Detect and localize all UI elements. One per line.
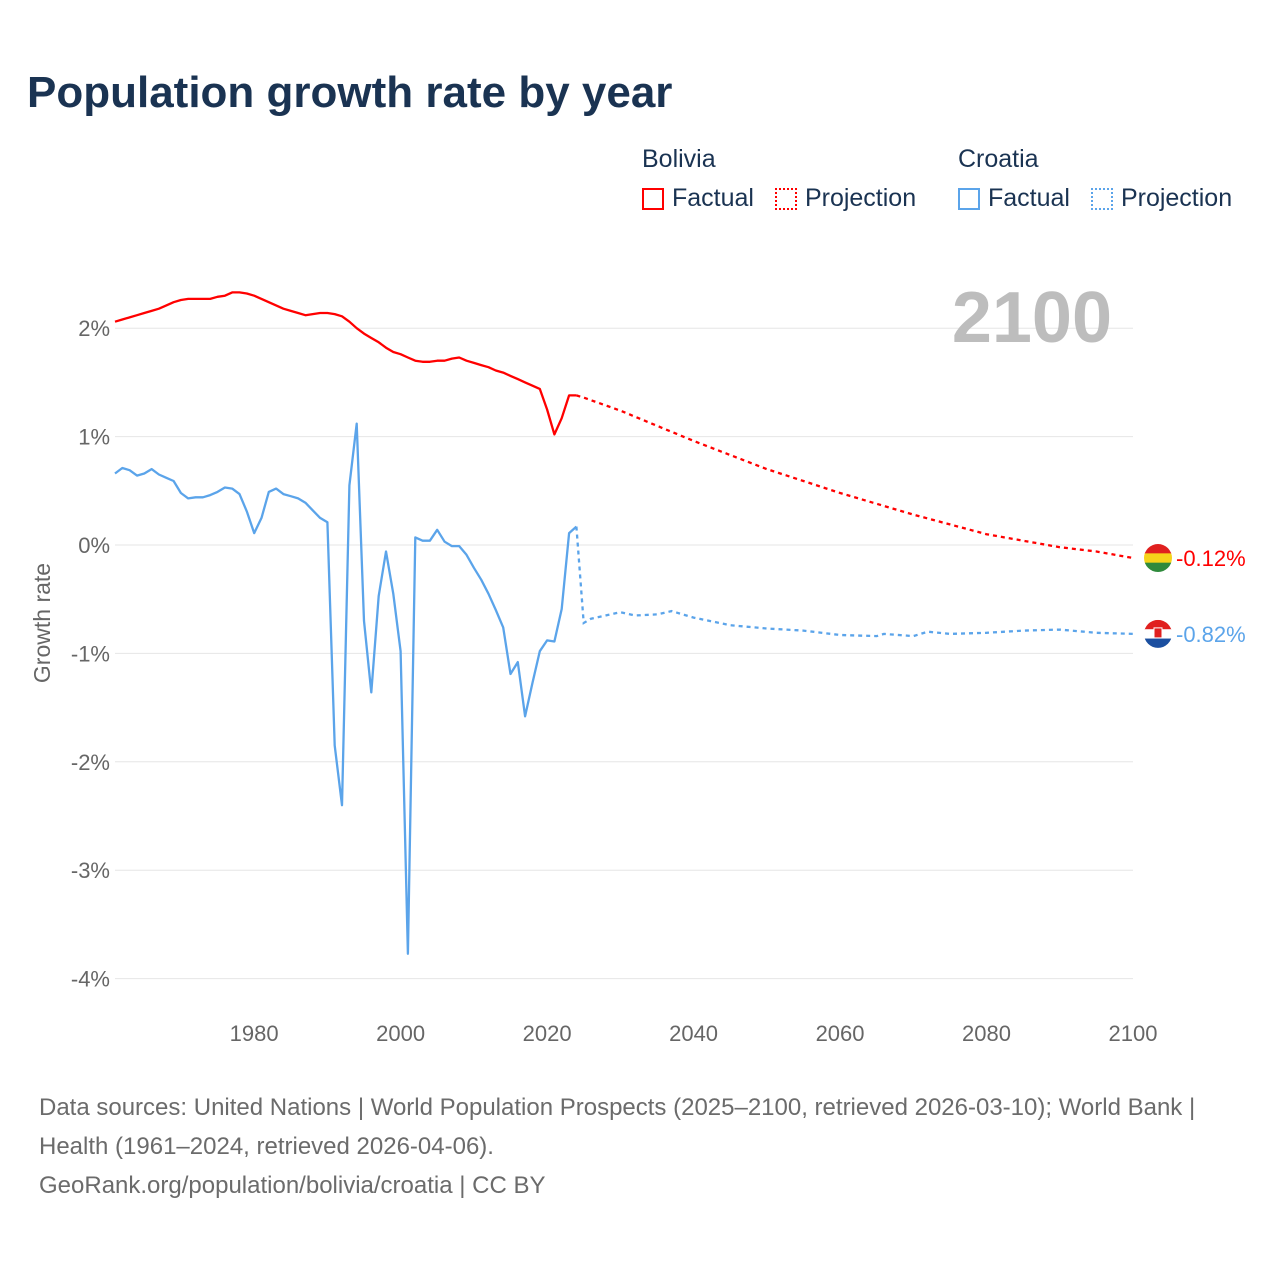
croatia-flag-icon [1144, 619, 1172, 648]
bolivia-projection-line [576, 394, 1134, 560]
dotted-swatch-icon [774, 187, 797, 210]
y-tick-label: -3% [71, 858, 110, 883]
x-tick-label: 2060 [816, 1021, 865, 1046]
legend-bolivia-factual[interactable]: Factual [642, 184, 754, 213]
x-tick-label: 2020 [523, 1021, 572, 1046]
bolivia-end-value: -0.12% [1176, 546, 1246, 571]
croatia-projection-line [575, 526, 1134, 638]
x-tick-label: 2000 [376, 1021, 425, 1046]
y-tick-label: 0% [78, 533, 110, 558]
y-tick-label: -2% [71, 750, 110, 775]
y-tick-label: 1% [78, 425, 110, 450]
legend-bolivia-projection[interactable]: Projection [774, 184, 917, 213]
legend-country-name: Bolivia [642, 145, 716, 173]
croatia-end-value: -0.82% [1176, 622, 1246, 647]
y-axis-label: Growth rate [29, 563, 55, 683]
legend-croatia-factual[interactable]: Factual [958, 184, 1070, 213]
legend-bolivia: Bolivia Factual Projection [642, 145, 930, 217]
x-tick-label: 2100 [1109, 1021, 1158, 1046]
y-tick-label: -1% [71, 641, 110, 666]
legend-label: Projection [804, 184, 917, 212]
y-tick-label: 2% [78, 316, 110, 341]
croatia-factual-line [114, 422, 578, 955]
page-title: Population growth rate by year [27, 68, 673, 117]
legend-croatia-projection[interactable]: Projection [1090, 184, 1233, 213]
legend-label: Projection [1120, 184, 1233, 212]
data-sources: Data sources: United Nations | World Pop… [39, 1094, 1196, 1160]
legend-croatia: Croatia Factual Projection [958, 145, 1246, 217]
credit-link[interactable]: GeoRank.org/population/bolivia/croatia |… [39, 1172, 546, 1199]
dotted-swatch-icon [1090, 187, 1113, 210]
bolivia-flag-icon [1144, 544, 1172, 573]
solid-swatch-icon [642, 187, 664, 210]
footer: Data sources: United Nations | World Pop… [39, 1088, 1239, 1205]
line-chart: 2% 1% 0% -1% -2% -3% -4% 1980 2000 2020 2040 2060 20… [29, 278, 1246, 1046]
legend-country-name: Croatia [958, 145, 1039, 173]
x-tick-label: 2040 [669, 1021, 718, 1046]
legend-label: Factual [988, 184, 1070, 212]
bolivia-factual-line [114, 291, 577, 436]
legend-label: Factual [672, 184, 754, 212]
year-label: 2100 [952, 278, 1112, 358]
solid-swatch-icon [958, 187, 980, 210]
x-tick-label: 2080 [962, 1021, 1011, 1046]
y-tick-label: -4% [71, 967, 110, 992]
x-tick-label: 1980 [230, 1021, 279, 1046]
